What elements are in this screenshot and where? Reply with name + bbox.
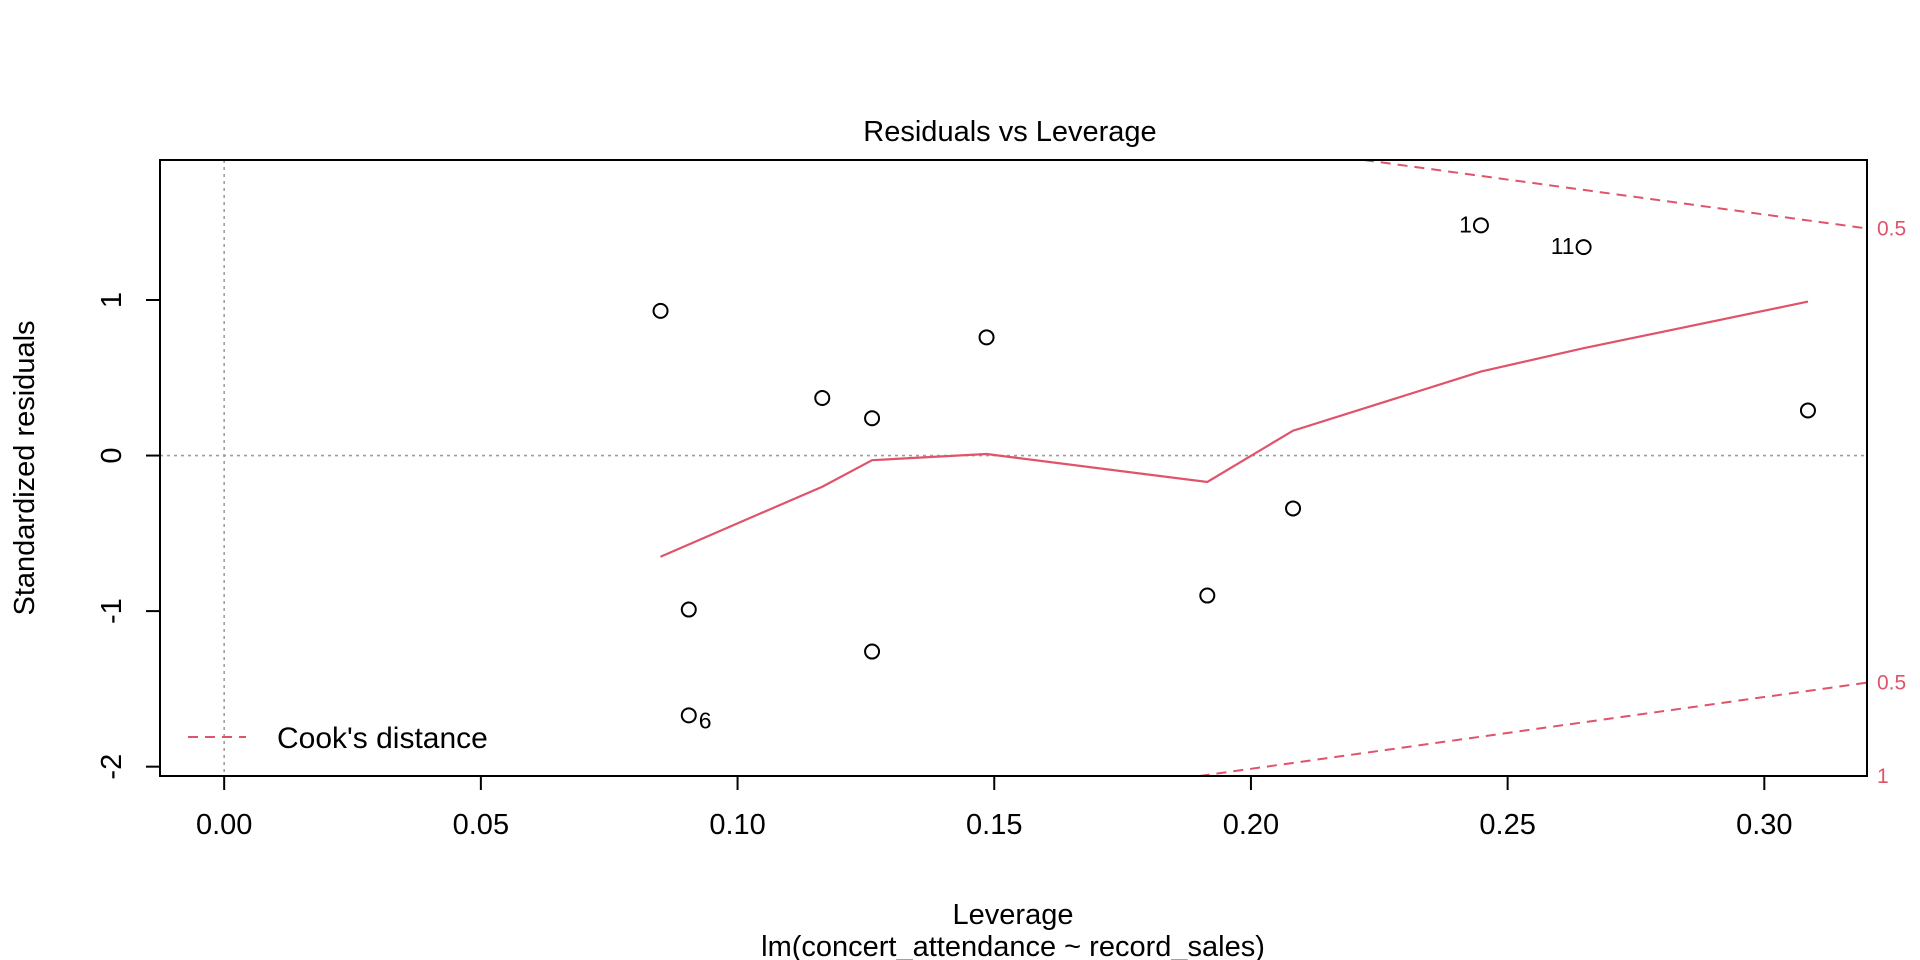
x-tick-label: 0.15: [966, 809, 1022, 841]
legend: Cook's distance: [188, 722, 488, 755]
y-tick-label: -2: [96, 754, 128, 780]
point-label: 1: [1459, 211, 1472, 237]
x-tick-label: 0.00: [196, 809, 252, 841]
chart-title: Residuals vs Leverage: [863, 116, 1156, 148]
smooth-line: [660, 300, 1809, 558]
data-point: [680, 707, 697, 724]
y-tick-label: -1: [96, 598, 128, 624]
cooks-distance-label: 0.5: [1877, 217, 1906, 240]
data-point: [1285, 500, 1302, 517]
y-axis-label: Standardized residuals: [9, 320, 41, 615]
data-point: [814, 390, 831, 406]
y-tick-label: 0: [96, 447, 128, 463]
cooks-distance-line-lower-05: [1199, 681, 1868, 777]
cooks-distance-line-upper-05: [1363, 159, 1868, 230]
smooth-line-layer: [660, 300, 1809, 558]
data-point: [864, 643, 881, 660]
x-tick-label: 0.05: [453, 809, 509, 841]
plot-frame: [159, 159, 1868, 777]
cooks-distance-label: 1: [1877, 765, 1889, 788]
y-tick-label: 1: [96, 292, 128, 308]
point-label: 11: [1551, 233, 1575, 259]
point-label: 6: [699, 707, 712, 733]
data-point: [1199, 587, 1216, 604]
cooks-distance-lines: [1199, 159, 1868, 777]
legend-entry-cooks-distance: Cook's distance: [277, 722, 488, 755]
x-tick-label: 0.25: [1479, 809, 1535, 841]
model-formula-label: lm(concert_attendance ~ record_sales): [761, 931, 1265, 960]
cooks-distance-labels: 0.5 0.5 1: [1877, 217, 1906, 788]
data-point: [680, 601, 697, 618]
reference-lines: [160, 160, 1867, 776]
x-tick-label: 0.10: [709, 809, 765, 841]
data-point: [1472, 217, 1489, 234]
cooks-distance-label: 0.5: [1877, 672, 1906, 695]
data-point: [652, 302, 669, 319]
y-axis: -2 -1 0 1: [96, 292, 160, 780]
x-axis-label: Leverage: [953, 899, 1074, 931]
x-tick-label: 0.30: [1736, 809, 1792, 841]
data-point: [1575, 239, 1592, 256]
data-point: [978, 329, 995, 346]
data-point: [1799, 402, 1816, 419]
x-axis: 0.00 0.05 0.10 0.15 0.20 0.25 0.30: [196, 776, 1793, 841]
x-tick-label: 0.20: [1223, 809, 1279, 841]
data-point: [864, 410, 881, 427]
